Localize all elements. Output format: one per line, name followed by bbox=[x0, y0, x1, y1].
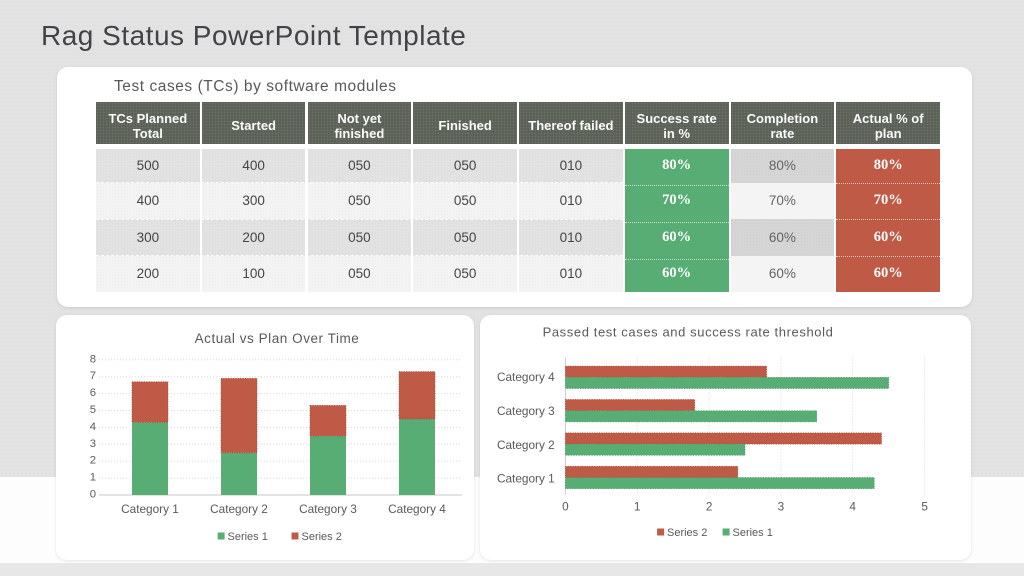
svg-text:Actual vs Plan Over Time: Actual vs Plan Over Time bbox=[195, 331, 360, 346]
svg-text:5: 5 bbox=[90, 404, 96, 416]
svg-text:Series 2: Series 2 bbox=[302, 531, 342, 543]
svg-text:6: 6 bbox=[90, 387, 96, 399]
svg-text:3: 3 bbox=[778, 500, 785, 514]
svg-text:Series 2: Series 2 bbox=[667, 527, 707, 539]
svg-text:Series 1: Series 1 bbox=[733, 527, 773, 539]
svg-text:Category 1: Category 1 bbox=[497, 471, 555, 485]
svg-text:Series 1: Series 1 bbox=[228, 531, 268, 543]
svg-text:7: 7 bbox=[90, 370, 96, 382]
svg-text:0: 0 bbox=[90, 489, 96, 501]
svg-text:2: 2 bbox=[706, 500, 713, 514]
svg-text:Category 4: Category 4 bbox=[388, 502, 446, 516]
svg-text:Passed test cases and success: Passed test cases and success rate thres… bbox=[543, 325, 834, 340]
svg-text:1: 1 bbox=[90, 472, 96, 484]
svg-text:4: 4 bbox=[849, 500, 856, 514]
svg-text:Category 2: Category 2 bbox=[497, 438, 555, 452]
svg-text:5: 5 bbox=[921, 500, 928, 514]
svg-text:Category 3: Category 3 bbox=[497, 404, 555, 418]
svg-text:Category 3: Category 3 bbox=[299, 502, 357, 516]
svg-text:Category 4: Category 4 bbox=[497, 370, 555, 384]
svg-text:0: 0 bbox=[562, 500, 569, 514]
svg-text:8: 8 bbox=[90, 353, 96, 365]
svg-text:Category 2: Category 2 bbox=[210, 502, 268, 516]
svg-text:4: 4 bbox=[90, 421, 96, 433]
svg-text:3: 3 bbox=[90, 438, 96, 450]
svg-text:Category 1: Category 1 bbox=[121, 502, 179, 516]
svg-text:1: 1 bbox=[634, 500, 641, 514]
svg-text:2: 2 bbox=[90, 455, 96, 467]
